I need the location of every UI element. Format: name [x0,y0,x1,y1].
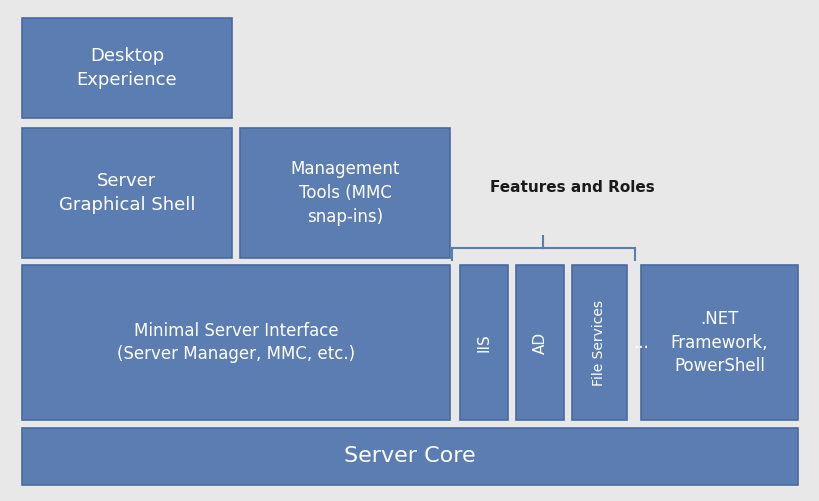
Text: .NET
Framework,
PowerShell: .NET Framework, PowerShell [670,310,767,375]
Bar [22,18,232,118]
Text: File Services: File Services [592,300,606,385]
Bar [640,265,797,420]
Text: Server Core: Server Core [344,446,475,466]
Bar [22,128,232,258]
Text: Minimal Server Interface
(Server Manager, MMC, etc.): Minimal Server Interface (Server Manager… [117,322,355,363]
Text: Server
Graphical Shell: Server Graphical Shell [59,172,195,214]
Text: ...: ... [632,334,648,352]
Bar [22,265,450,420]
Text: Features and Roles: Features and Roles [490,180,654,195]
Bar [515,265,563,420]
Bar [459,265,508,420]
Bar [22,428,797,485]
Text: Management
Tools (MMC
snap-ins): Management Tools (MMC snap-ins) [290,160,399,225]
Text: AD: AD [532,332,547,354]
Text: IIS: IIS [476,333,491,352]
Bar [240,128,450,258]
Bar [572,265,627,420]
Text: Desktop
Experience: Desktop Experience [77,47,177,89]
